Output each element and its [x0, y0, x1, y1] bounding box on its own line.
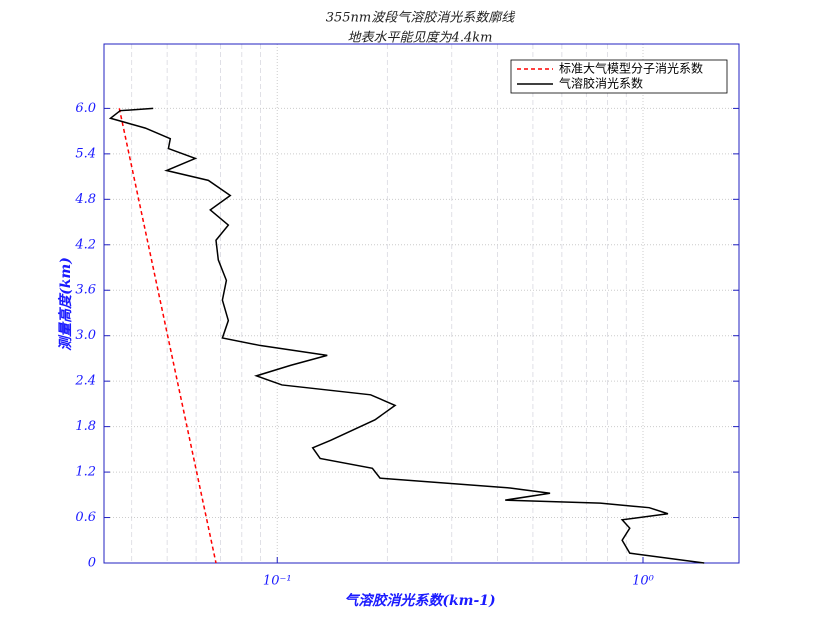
y-tick-label: 1.2	[75, 465, 96, 480]
y-tick-label: 4.8	[74, 192, 96, 207]
line	[108, 107, 705, 564]
y-tick-label: 3.0	[75, 328, 96, 343]
y-tick-label: 0.6	[75, 510, 96, 525]
y-tick-label: 6.0	[75, 101, 96, 116]
legend-label: 标准大气模型分子消光系数	[559, 61, 703, 76]
x-tick-label: 10⁻¹	[263, 574, 292, 589]
plot-frame	[103, 43, 740, 564]
chart-title: 355nm波段气溶胶消光系数廓线	[326, 11, 516, 26]
y-tick-label: 2.4	[74, 374, 96, 389]
x-axis-label: 气溶胶消光系数(km-1)	[344, 592, 495, 609]
y-tick-label: 5.4	[75, 146, 96, 161]
legend-label: 气溶胶消光系数	[559, 76, 643, 91]
chart-subtitle: 地表水平能见度为4.4km	[348, 31, 493, 46]
y-tick-label: 1.8	[75, 419, 96, 434]
x-tick-label: 10⁰	[632, 574, 655, 589]
y-axis-label: 测量高度(km)	[57, 257, 74, 351]
legend-box	[510, 59, 728, 94]
y-tick-label: 3.6	[75, 283, 96, 298]
line	[118, 108, 217, 564]
y-tick-label: 4.2	[74, 237, 96, 252]
y-tick-label: 0	[88, 556, 96, 571]
